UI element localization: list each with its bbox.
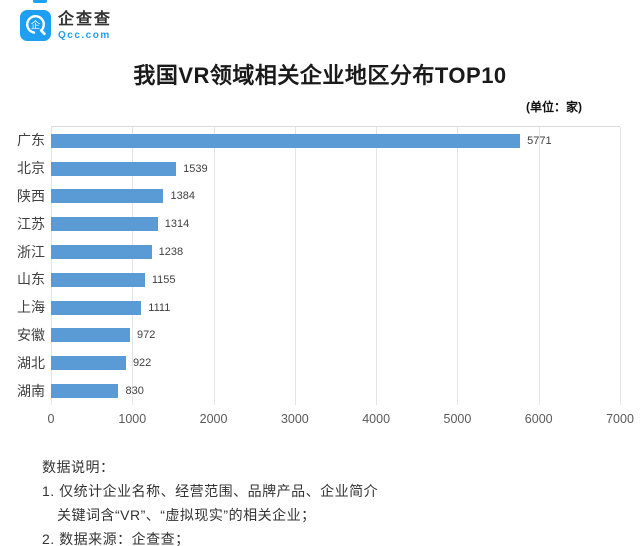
bar-value-label-1: 1539	[183, 162, 208, 175]
unit-label: (单位：家)	[526, 100, 582, 114]
gridline-7000	[620, 127, 621, 405]
x-tick-label-6000: 6000	[524, 412, 553, 426]
bar-value-label-8: 922	[132, 357, 152, 370]
bar-value-label-5: 1155	[151, 273, 176, 286]
x-tick-label-5000: 5000	[443, 412, 472, 426]
category-label-2: 陕西	[17, 187, 45, 204]
bar-5	[51, 272, 145, 287]
qcc-magnifier-icon: 企	[20, 10, 51, 41]
bar-1	[51, 161, 177, 176]
x-tick-label-0: 0	[47, 412, 55, 426]
brand-logo: 企 企查查 Qcc.com	[20, 10, 112, 41]
bar-rows: 5771 1539 1384 1314 1238 1155 1111 972 922 830	[51, 127, 620, 405]
bar-value-label-7: 972	[137, 329, 156, 342]
bar-row-0: 5771	[51, 127, 620, 155]
bar-value-label-4: 1238	[158, 246, 184, 259]
bar-value-label-0: 5771	[527, 134, 552, 147]
gridline-3000	[294, 127, 296, 405]
bar-chart: 广东北京陕西江苏浙江山东上海安徽湖北湖南 5771 1539 1384 1314 123…	[0, 126, 640, 431]
bar-4	[51, 245, 152, 260]
bar-value-label-9: 830	[125, 385, 144, 398]
logo-ring	[26, 15, 45, 34]
bar-8	[51, 356, 126, 371]
footnote-line-2: 2. 数据来源：企查查；	[42, 531, 190, 546]
gridline-1000	[132, 127, 134, 405]
x-tick-label-3000: 3000	[280, 412, 309, 426]
bar-row-5: 1155	[51, 266, 620, 294]
category-axis: 广东北京陕西江苏浙江山东上海安徽湖北湖南	[0, 126, 45, 405]
bar-6	[51, 300, 142, 315]
x-tick-label-7000: 7000	[606, 412, 634, 426]
x-tick-label-1000: 1000	[118, 412, 147, 426]
bar-value-label-3: 1314	[164, 218, 190, 231]
category-label-1: 北京	[17, 159, 45, 176]
bar-row-2: 1384	[51, 183, 620, 211]
footnotes: 数据说明： 1. 仅统计企业名称、经营范围、品牌产品、企业简介 关键词含“VR”…	[42, 455, 378, 546]
category-label-7: 安徽	[17, 327, 45, 344]
bar-row-4: 1238	[51, 238, 620, 266]
bar-row-9: 830	[51, 377, 620, 405]
cropped-edge-artifact	[33, 0, 47, 3]
gridline-2000	[213, 127, 215, 405]
category-label-8: 湖北	[17, 355, 45, 372]
gridline-5000	[457, 127, 459, 405]
bar-2	[51, 189, 164, 204]
bar-7	[51, 328, 130, 343]
bar-value-label-2: 1384	[170, 190, 195, 203]
bar-value-label-6: 1111	[148, 301, 171, 314]
logo-glyph: 企	[31, 19, 41, 30]
footnote-heading: 数据说明：	[42, 459, 115, 475]
brand-domain: Qcc.com	[58, 29, 111, 41]
gridline-0	[51, 127, 52, 405]
brand-text: 企查查 Qcc.com	[58, 11, 112, 41]
gridline-6000	[538, 127, 540, 405]
category-label-4: 浙江	[17, 243, 45, 260]
bar-row-7: 972	[51, 322, 620, 350]
footnote-line-1: 1. 仅统计企业名称、经营范围、品牌产品、企业简介	[42, 483, 379, 499]
footnote-line-1-continued: 关键词含“VR”、“虚拟现实”的相关企业；	[57, 507, 316, 523]
brand-name: 企查查	[58, 10, 113, 28]
bar-row-8: 922	[51, 349, 620, 377]
bar-row-6: 1111	[51, 294, 620, 322]
category-label-3: 江苏	[17, 215, 45, 232]
x-tick-label-2000: 2000	[199, 412, 228, 426]
x-axis: 0 1000 2000 3000 4000 5000 6000 7000	[47, 412, 634, 430]
bar-row-3: 1314	[51, 210, 620, 238]
category-label-9: 湖南	[17, 383, 45, 400]
category-label-0: 广东	[17, 131, 45, 148]
gridline-4000	[376, 127, 378, 405]
category-label-6: 上海	[17, 299, 45, 316]
bar-row-1: 1539	[51, 155, 620, 183]
x-tick-label-4000: 4000	[362, 412, 391, 426]
category-label-5: 山东	[17, 271, 45, 288]
bar-3	[51, 217, 158, 232]
chart-title: 我国VR领域相关企业地区分布TOP10	[133, 63, 507, 88]
bar-9	[51, 384, 119, 399]
logo-handle	[39, 29, 46, 36]
plot-area: 5771 1539 1384 1314 1238 1155 1111 972 922 830	[51, 126, 621, 405]
bar-0	[51, 133, 521, 148]
